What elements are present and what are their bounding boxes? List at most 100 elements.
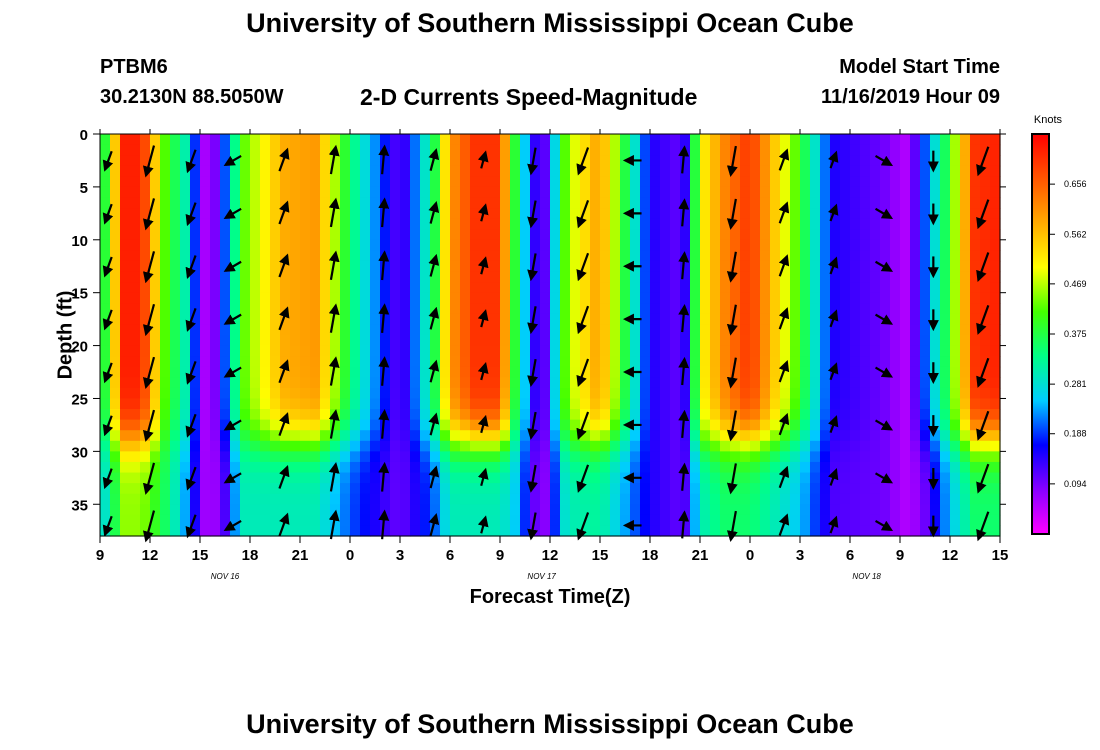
- heatmap-cell: [800, 366, 811, 378]
- heatmap-cell: [380, 387, 391, 400]
- heatmap-cell: [200, 483, 211, 495]
- heatmap-cell: [330, 239, 341, 251]
- heatmap-cell: [910, 387, 921, 400]
- colorbar-tick-label: 0.656: [1064, 179, 1087, 189]
- heatmap-cell: [100, 335, 111, 347]
- heatmap-cell: [660, 186, 671, 199]
- heatmap-cell: [230, 345, 241, 357]
- heatmap-cell: [500, 134, 511, 146]
- heatmap-cell: [590, 197, 601, 209]
- heatmap-cell: [170, 461, 181, 474]
- heatmap-cell: [710, 345, 721, 357]
- heatmap-cell: [880, 335, 891, 347]
- heatmap-cell: [670, 430, 681, 442]
- heatmap-cell: [910, 514, 921, 527]
- heatmap-cell: [230, 282, 241, 294]
- heatmap-cell: [220, 313, 231, 326]
- heatmap-cell: [550, 218, 561, 230]
- heatmap-cell: [570, 197, 581, 209]
- heatmap-cell: [480, 345, 491, 357]
- heatmap-cell: [720, 356, 731, 368]
- heatmap-cell: [990, 440, 1001, 452]
- heatmap-cell: [730, 451, 741, 463]
- heatmap-cell: [960, 493, 971, 505]
- heatmap-cell: [810, 271, 821, 283]
- heatmap-cell: [120, 292, 131, 304]
- x-tick-label: 18: [242, 547, 259, 564]
- heatmap-cell: [990, 260, 1001, 273]
- heatmap-cell: [640, 208, 651, 220]
- heatmap-cell: [710, 250, 721, 262]
- heatmap-cell: [760, 440, 771, 452]
- heatmap-cell: [510, 208, 521, 220]
- heatmap-cell: [730, 260, 741, 273]
- heatmap-cell: [460, 186, 471, 199]
- heatmap-cell: [520, 313, 531, 326]
- heatmap-cell: [890, 451, 901, 463]
- heatmap-cell: [360, 250, 371, 262]
- heatmap-cell: [890, 514, 901, 527]
- heatmap-cell: [630, 387, 641, 400]
- heatmap-cell: [380, 514, 391, 527]
- heatmap-cell: [130, 461, 141, 474]
- heatmap-cell: [120, 398, 131, 410]
- heatmap-cell: [790, 282, 801, 294]
- heatmap-cell: [510, 303, 521, 315]
- heatmap-cell: [290, 324, 301, 336]
- heatmap-cell: [120, 144, 131, 156]
- heatmap-cell: [860, 176, 871, 188]
- heatmap-cell: [830, 292, 841, 304]
- heatmap-cell: [870, 409, 881, 421]
- heatmap-cell: [380, 409, 391, 421]
- heatmap-cell: [310, 165, 321, 177]
- heatmap-cell: [170, 377, 181, 389]
- heatmap-cell: [410, 144, 421, 156]
- heatmap-cell: [620, 313, 631, 326]
- heatmap-cell: [910, 483, 921, 495]
- heatmap-cell: [450, 250, 461, 262]
- heatmap-cell: [740, 134, 751, 146]
- heatmap-cell: [570, 324, 581, 336]
- heatmap-cell: [610, 335, 621, 347]
- heatmap-cell: [340, 303, 351, 315]
- heatmap-cell: [290, 419, 301, 431]
- heatmap-cell: [380, 356, 391, 368]
- heatmap-cell: [590, 229, 601, 241]
- current-vector-arrow: [428, 359, 440, 383]
- heatmap-cell: [310, 525, 321, 537]
- heatmap-cell: [920, 271, 931, 283]
- heatmap-cell: [980, 155, 991, 167]
- heatmap-cell: [230, 186, 241, 199]
- heatmap-cell: [360, 335, 371, 347]
- heatmap-cell: [890, 525, 901, 537]
- heatmap-cell: [610, 134, 621, 146]
- heatmap-cell: [280, 271, 291, 283]
- heatmap-cell: [480, 292, 491, 304]
- y-axis-label: Depth (ft): [54, 290, 77, 380]
- heatmap-cell: [510, 250, 521, 262]
- heatmap-cell: [420, 303, 431, 315]
- heatmap-cell: [230, 176, 241, 188]
- heatmap-cell: [690, 451, 701, 463]
- heatmap-cell: [770, 165, 781, 177]
- heatmap-cell: [810, 155, 821, 167]
- heatmap-cell: [380, 144, 391, 156]
- heatmap-cell: [690, 483, 701, 495]
- heatmap-cell: [570, 335, 581, 347]
- heatmap-cell: [470, 134, 481, 146]
- heatmap-cell: [260, 197, 271, 209]
- heatmap-cell: [710, 398, 721, 410]
- current-vector-arrow: [185, 149, 197, 174]
- heatmap-cell: [300, 387, 311, 400]
- heatmap-cell: [230, 525, 241, 537]
- heatmap-cell: [750, 229, 761, 241]
- heatmap-cell: [330, 250, 341, 262]
- heatmap-cell: [960, 366, 971, 378]
- heatmap-cell: [790, 271, 801, 283]
- heatmap-cell: [160, 176, 171, 188]
- heatmap-cell: [780, 197, 791, 209]
- heatmap-cell: [710, 514, 721, 527]
- heatmap-cell: [590, 144, 601, 156]
- heatmap-cell: [520, 218, 531, 230]
- heatmap-cell: [390, 208, 401, 220]
